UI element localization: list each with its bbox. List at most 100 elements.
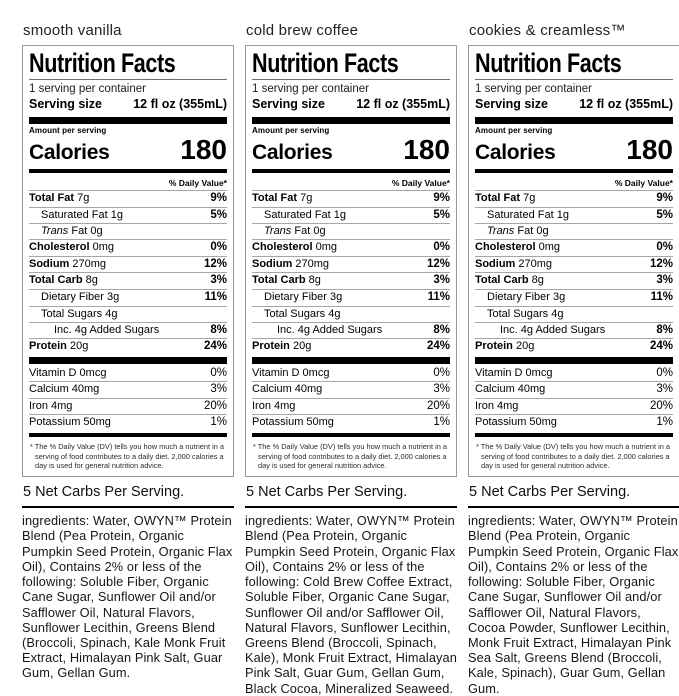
amount-per-serving-label: Amount per serving — [475, 126, 553, 136]
servings-per-container: 1 serving per container — [252, 83, 369, 95]
nutrient-name: Iron 4mg — [475, 399, 519, 412]
nutrient-row-total-sugars: Total Sugars 4g — [29, 307, 227, 323]
nutrition-facts-heading: Nutrition Facts — [475, 50, 673, 80]
serving-size-value: 12 fl oz (355mL) — [356, 97, 450, 112]
serving-size-row: Serving size 12 fl oz (355mL) — [29, 97, 227, 115]
daily-value-footnote: * The % Daily Value (DV) tells you how m… — [476, 441, 671, 471]
nutrient-dv: 9% — [210, 192, 227, 205]
nutrient-dv: 24% — [203, 340, 227, 353]
nutrient-dv: 11% — [427, 291, 450, 303]
nutrient-name: Total Sugars 4g — [264, 307, 341, 320]
nutrient-dv: 5% — [433, 208, 450, 221]
nutrient-name: Calcium 40mg — [252, 383, 323, 396]
nutrient-name: Dietary Fiber 3g — [487, 291, 566, 303]
nutrient-dv: 0% — [433, 366, 450, 379]
nutrient-dv: 12% — [203, 257, 227, 270]
micronutrient-row-potassium: Potassium 50mg 1% — [29, 415, 227, 431]
nutrient-dv: 12% — [426, 257, 450, 270]
calories-label: Calories — [252, 141, 333, 165]
nutrient-dv: 20% — [426, 399, 450, 412]
nutrient-row-dietary-fiber: Dietary Fiber 3g 11% — [475, 290, 673, 307]
daily-value-header: % Daily Value* — [29, 175, 227, 192]
nutrient-name: Sodium 270mg — [475, 257, 553, 270]
calories-label: Calories — [475, 141, 556, 165]
nutrient-name: Total Fat 7g — [475, 192, 536, 205]
nutrient-dv: 1% — [433, 416, 450, 429]
nutrient-name: Calcium 40mg — [29, 383, 100, 396]
ingredients-text: ingredients: Water, OWYN™ Protein Blend … — [245, 513, 457, 696]
nutrient-row-total-fat: Total Fat 7g 9% — [29, 191, 227, 208]
flavor-title: cookies & creamless™ — [469, 22, 626, 39]
servings-per-container: 1 serving per container — [475, 83, 592, 95]
nutrient-name: Trans Fat 0g — [41, 225, 103, 238]
panel-cookies-creamless: cookies & creamless™ Nutrition Facts 1 s… — [468, 22, 679, 696]
nutrition-facts-heading-text: Nutrition Facts — [252, 48, 399, 78]
nutrient-row-saturated-fat: Saturated Fat 1g 5% — [475, 208, 673, 225]
nutrient-dv: 11% — [204, 291, 227, 303]
calories-value: 180 — [626, 134, 673, 166]
nutrient-row-trans-fat: Trans Fat 0g — [475, 224, 673, 241]
nutrient-name: Total Sugars 4g — [41, 307, 118, 320]
nutrient-name: Total Sugars 4g — [487, 307, 564, 320]
amount-per-serving-label: Amount per serving — [252, 126, 330, 136]
net-carbs-claim: 5 Net Carbs Per Serving. — [22, 484, 234, 509]
divider-thick — [29, 117, 227, 125]
nutrient-name: Protein 20g — [475, 340, 535, 353]
nutrient-row-dietary-fiber: Dietary Fiber 3g 11% — [252, 290, 450, 307]
nutrient-dv: 3% — [656, 383, 673, 396]
nutrient-row-cholesterol: Cholesterol 0mg 0% — [475, 240, 673, 257]
nutrient-dv: 24% — [649, 340, 673, 353]
calories-label: Calories — [29, 141, 110, 165]
nutrient-dv: 20% — [203, 399, 227, 412]
nutrition-facts-heading-text: Nutrition Facts — [475, 48, 622, 78]
nutrient-row-trans-fat: Trans Fat 0g — [252, 224, 450, 241]
nutrient-row-total-sugars: Total Sugars 4g — [475, 307, 673, 323]
flavor-title: cold brew coffee — [246, 22, 359, 39]
nutrient-row-total-sugars: Total Sugars 4g — [252, 307, 450, 323]
nutrient-name: Sodium 270mg — [252, 257, 330, 270]
nutrient-name: Inc. 4g Added Sugars — [277, 323, 383, 336]
nutrient-row-total-carb: Total Carb 8g 3% — [252, 273, 450, 290]
nutrition-facts-heading: Nutrition Facts — [252, 50, 450, 80]
nutrient-name: Saturated Fat 1g — [41, 208, 123, 221]
nutrient-row-protein: Protein 20g 24% — [475, 339, 673, 355]
nutrient-dv: 0% — [656, 241, 673, 254]
nutrient-dv: 3% — [433, 274, 450, 287]
nutrient-row-cholesterol: Cholesterol 0mg 0% — [29, 240, 227, 257]
nutrient-name: Trans Fat 0g — [264, 225, 326, 238]
serving-size-label: Serving size — [252, 97, 325, 112]
nutrient-name: Total Carb 8g — [252, 274, 321, 287]
ingredients-text: ingredients: Water, OWYN™ Protein Blend … — [22, 513, 233, 681]
calories-row: Calories 180 — [252, 135, 450, 167]
nutrient-name: Potassium 50mg — [29, 416, 111, 429]
nutrient-dv: 8% — [433, 323, 450, 336]
nutrient-dv: 0% — [210, 366, 227, 379]
nutrient-name: Inc. 4g Added Sugars — [54, 323, 160, 336]
ingredients-text: ingredients: Water, OWYN™ Protein Blend … — [468, 513, 679, 696]
nutrient-name: Iron 4mg — [252, 399, 296, 412]
micronutrient-row-iron: Iron 4mg 20% — [475, 399, 673, 416]
nutrient-name: Total Carb 8g — [29, 274, 98, 287]
nutrient-name: Saturated Fat 1g — [487, 208, 569, 221]
daily-value-footnote: * The % Daily Value (DV) tells you how m… — [30, 441, 225, 471]
flavor-title: smooth vanilla — [23, 22, 122, 39]
divider-medium — [29, 432, 227, 437]
nutrient-name: Vitamin D 0mcg — [29, 366, 107, 379]
micronutrient-row-vitamin-d: Vitamin D 0mcg 0% — [29, 366, 227, 383]
nutrient-name: Total Carb 8g — [475, 274, 544, 287]
nutrient-name: Calcium 40mg — [475, 383, 546, 396]
micronutrient-row-iron: Iron 4mg 20% — [29, 399, 227, 416]
nutrient-name: Inc. 4g Added Sugars — [500, 323, 606, 336]
divider-thick — [252, 117, 450, 125]
panel-smooth-vanilla: smooth vanilla Nutrition Facts 1 serving… — [22, 22, 234, 681]
nutrient-dv: 9% — [433, 192, 450, 205]
nutrient-row-sodium: Sodium 270mg 12% — [252, 257, 450, 274]
nutrient-row-saturated-fat: Saturated Fat 1g 5% — [252, 208, 450, 225]
serving-size-row: Serving size 12 fl oz (355mL) — [252, 97, 450, 115]
nutrient-name: Potassium 50mg — [252, 416, 334, 429]
nutrient-dv: 0% — [433, 241, 450, 254]
micronutrient-row-calcium: Calcium 40mg 3% — [475, 382, 673, 399]
nutrient-name: Total Fat 7g — [29, 192, 90, 205]
serving-size-label: Serving size — [29, 97, 102, 112]
